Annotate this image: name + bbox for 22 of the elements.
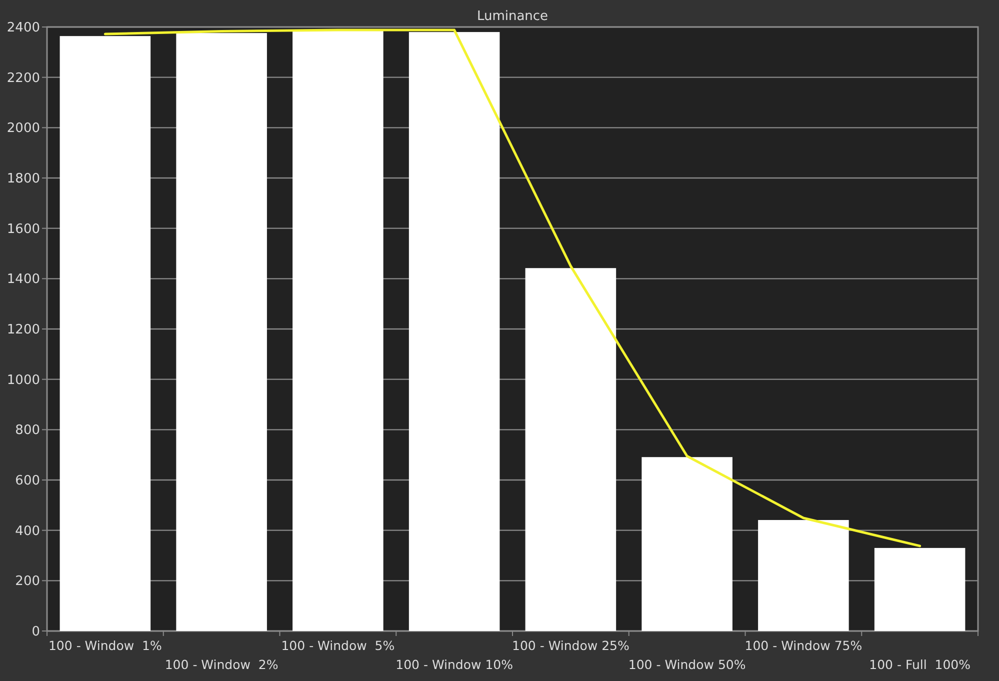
x-tick-label: 100 - Window 25% xyxy=(512,638,630,653)
y-tick-label: 2200 xyxy=(6,70,40,86)
y-tick-label: 0 xyxy=(32,624,40,640)
x-tick-label: 100 - Window 10% xyxy=(396,657,514,672)
y-tick-label: 1000 xyxy=(6,372,40,388)
y-tick-label: 800 xyxy=(15,423,40,438)
y-tick-label: 200 xyxy=(15,574,40,590)
x-tick-label: 100 - Window 5% xyxy=(281,638,395,653)
x-tick-label: 100 - Window 75% xyxy=(744,638,862,653)
y-tick-label: 1200 xyxy=(6,322,40,338)
y-tick-label: 600 xyxy=(15,474,40,489)
x-tick-label: 100 - Window 1% xyxy=(48,638,162,653)
y-tick-label: 2400 xyxy=(6,20,40,36)
y-tick-label: 2000 xyxy=(6,121,40,136)
x-tick-label: 100 - Window 2% xyxy=(164,657,278,672)
x-tick-label: 100 - Window 50% xyxy=(628,657,746,672)
y-tick-label: 400 xyxy=(15,524,40,539)
y-tick-label: 1600 xyxy=(6,222,40,237)
chart-title: Luminance xyxy=(476,9,548,24)
x-tick-label: 100 - Full 100% xyxy=(869,657,971,672)
y-tick-label: 1800 xyxy=(6,172,40,187)
y-tick-label: 1400 xyxy=(6,272,40,288)
